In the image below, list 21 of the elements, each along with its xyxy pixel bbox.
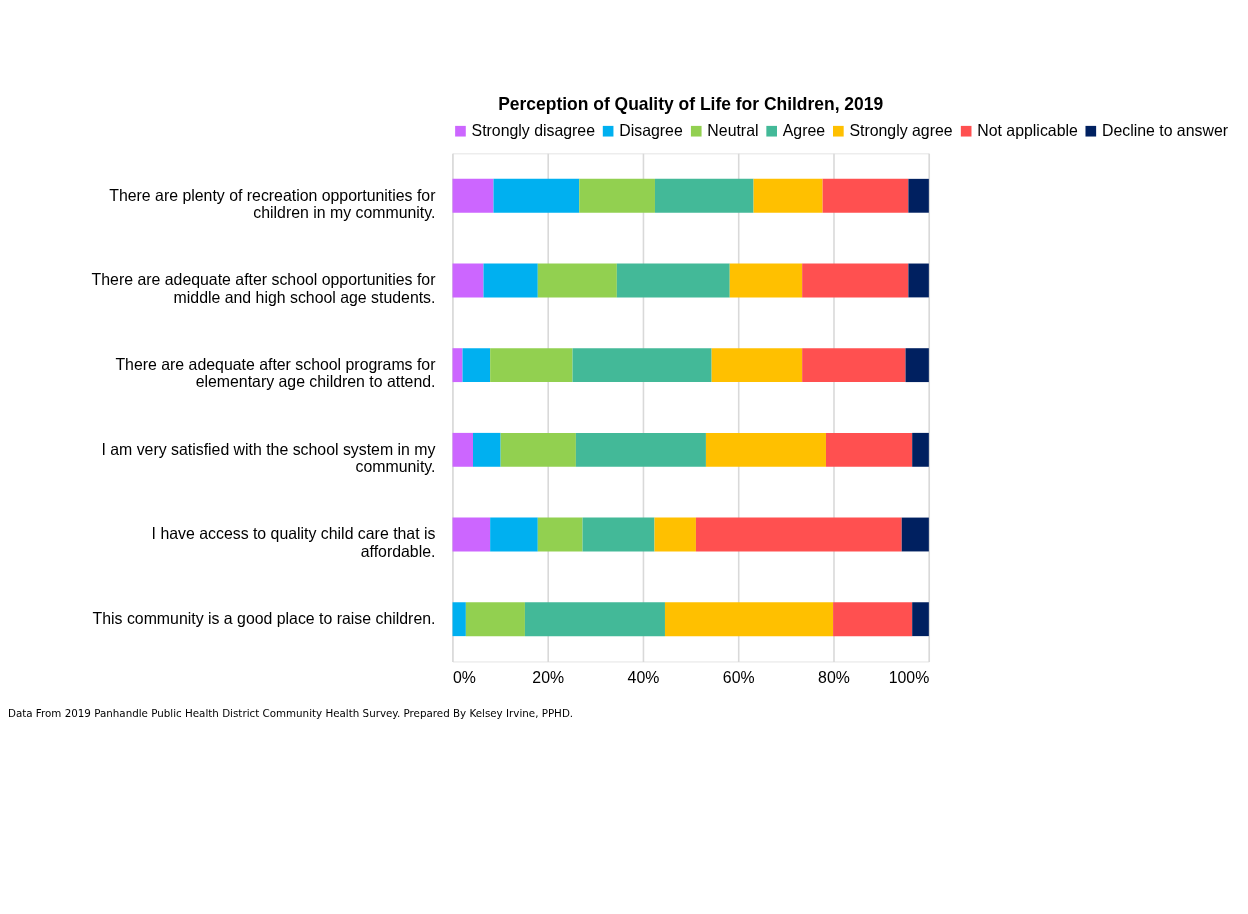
legend-label: Decline to answer (1101, 121, 1229, 139)
legend-label: Neutral (707, 121, 759, 139)
x-tick-label: 40% (627, 668, 660, 686)
legend-label: Strongly agree (849, 121, 953, 139)
y-tick-label: I am very satisfied with the school system in my community. (101, 440, 436, 476)
x-tick-label: 20% (532, 668, 565, 686)
y-tick-label: There are adequate after school programs for elementary age children to attend. (115, 355, 437, 391)
text: Data From 2019 Panhandle Public Health District Community Health Survey. Prepared By Kelsey Irvine, PPHD. (7, 707, 574, 720)
x-tick-label: 80% (818, 668, 850, 686)
y-tick-label: I have access to quality child care that is affordable. (151, 525, 436, 560)
x-tick-label: 0% (452, 668, 476, 686)
y-tick-label: There are plenty of recreation opportunities for children in my community. (109, 186, 437, 222)
legend-label: Disagree (619, 121, 683, 139)
y-tick-label: There are adequate after school opportunities for middle and high school age students. (91, 271, 437, 306)
x-tick-label: 100% (888, 668, 930, 686)
legend-label: Strongly disagree (471, 121, 596, 139)
legend-label: Agree (782, 121, 826, 139)
chart-title: Perception of Quality of Life for Children, 2019 (498, 93, 884, 114)
x-tick-label: 60% (722, 668, 755, 686)
y-tick-label: This community is a good place to raise children. (92, 609, 436, 627)
legend-label: Not applicable (977, 121, 1078, 139)
